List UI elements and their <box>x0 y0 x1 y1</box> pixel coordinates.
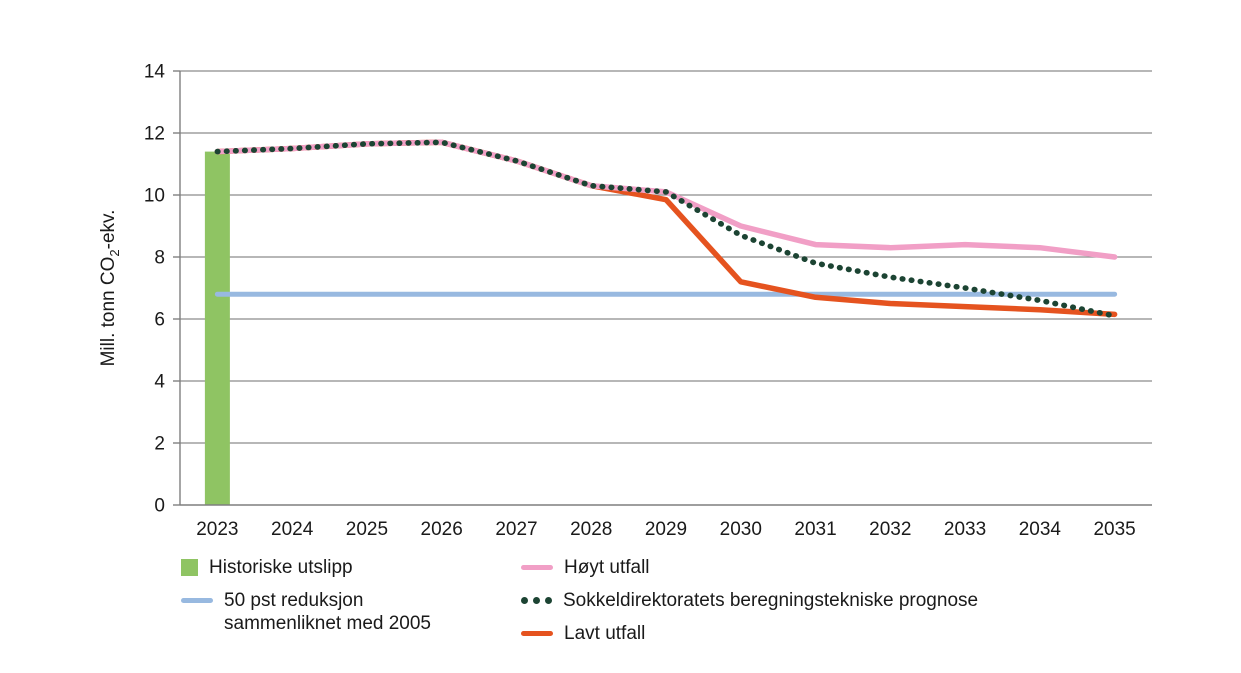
y-axis-tick-label: 4 <box>154 372 165 393</box>
prognose-dotted-line-icon <box>521 597 552 604</box>
x-axis-tick-label: 2025 <box>346 519 388 540</box>
legend-item-hoyt-utfall: Høyt utfall <box>521 556 1221 579</box>
x-axis-tick-label: 2029 <box>645 519 687 540</box>
x-axis-tick-label: 2028 <box>570 519 612 540</box>
lavt-utfall-line-icon <box>521 631 553 636</box>
legend-dot <box>545 597 552 604</box>
historiske-utslipp-swatch-icon <box>181 559 198 576</box>
legend-label-hoyt-utfall: Høyt utfall <box>564 557 650 578</box>
x-axis-tick-label: 2033 <box>944 519 986 540</box>
legend-item-prognose: Sokkeldirektoratets beregningstekniske p… <box>521 589 1221 612</box>
50pst-reduksjon-line-icon <box>181 598 213 603</box>
y-axis-tick-label: 2 <box>154 434 165 455</box>
x-axis-tick-label: 2034 <box>1019 519 1062 540</box>
y-axis-title: Mill. tonn CO2-ekv. <box>98 210 122 367</box>
y-axis-tick-label: 10 <box>144 186 165 207</box>
legend-dot <box>521 597 528 604</box>
bar-historiske-utslipp <box>204 151 230 505</box>
y-axis-title-subscript: 2 <box>106 249 122 257</box>
y-axis-tick-label: 14 <box>144 62 166 83</box>
hoyt-utfall-line-icon <box>521 565 553 570</box>
y-axis-tick-label: 8 <box>154 248 165 269</box>
x-axis-tick-label: 2030 <box>720 519 762 540</box>
x-axis-tick-label: 2035 <box>1093 519 1135 540</box>
legend-column-left: Historiske utslipp 50 pst reduksjon samm… <box>181 556 511 645</box>
y-axis-tick-label: 0 <box>154 496 165 517</box>
x-axis-tick-label: 2027 <box>495 519 537 540</box>
legend-label-historiske-utslipp: Historiske utslipp <box>209 557 353 578</box>
legend-column-right: Høyt utfall Sokkeldirektoratets beregnin… <box>521 556 1221 655</box>
legend-item-historiske-utslipp: Historiske utslipp <box>181 556 511 579</box>
x-axis-tick-label: 2024 <box>271 519 314 540</box>
series-line-sokkeldirektoratets-beregningstekniske-prognose <box>214 139 1118 319</box>
x-axis-tick-label: 2023 <box>196 519 238 540</box>
y-axis-tick-label: 12 <box>144 124 165 145</box>
legend-item-lavt-utfall: Lavt utfall <box>521 622 1221 645</box>
y-axis-tick-label: 6 <box>154 310 165 331</box>
legend-item-50pst-reduksjon: 50 pst reduksjon sammenliknet med 2005 <box>181 589 511 635</box>
x-axis-tick-label: 2032 <box>869 519 911 540</box>
legend-label-prognose: Sokkeldirektoratets beregningstekniske p… <box>563 590 979 611</box>
legend-label-50pst-reduksjon: 50 pst reduksjon sammenliknet med 2005 <box>224 590 431 634</box>
series-line-lavt-utfall <box>214 139 1118 318</box>
x-axis-tick-label: 2026 <box>421 519 463 540</box>
legend-dot <box>533 597 540 604</box>
y-axis-title-text: Mill. tonn CO <box>98 256 120 367</box>
legend-label-lavt-utfall: Lavt utfall <box>564 623 646 644</box>
x-axis-tick-label: 2031 <box>794 519 836 540</box>
y-axis-title-suffix: -ekv. <box>98 209 120 250</box>
